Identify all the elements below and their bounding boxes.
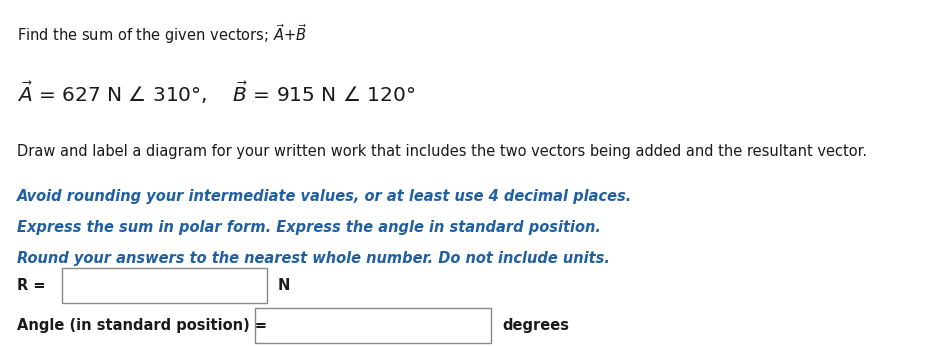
Text: N: N xyxy=(278,278,290,293)
Text: Express the sum in polar form. Express the angle in standard position.: Express the sum in polar form. Express t… xyxy=(17,220,601,235)
Text: Draw and label a diagram for your written work that includes the two vectors bei: Draw and label a diagram for your writte… xyxy=(17,144,867,158)
Text: $\vec{A}$ = 627 N ∠ 310°,    $\vec{B}$ = 915 N ∠ 120°: $\vec{A}$ = 627 N ∠ 310°, $\vec{B}$ = 91… xyxy=(17,80,415,106)
FancyBboxPatch shape xyxy=(62,268,267,303)
Text: Avoid rounding your intermediate values, or at least use 4 decimal places.: Avoid rounding your intermediate values,… xyxy=(17,189,632,203)
Text: degrees: degrees xyxy=(503,318,569,333)
Text: Find the sum of the given vectors; $\vec{A}$+$\vec{B}$: Find the sum of the given vectors; $\vec… xyxy=(17,22,307,46)
FancyBboxPatch shape xyxy=(255,308,491,343)
Text: R =: R = xyxy=(17,278,46,293)
Text: Round your answers to the nearest whole number. Do not include units.: Round your answers to the nearest whole … xyxy=(17,251,610,266)
Text: Angle (in standard position) =: Angle (in standard position) = xyxy=(17,318,268,333)
